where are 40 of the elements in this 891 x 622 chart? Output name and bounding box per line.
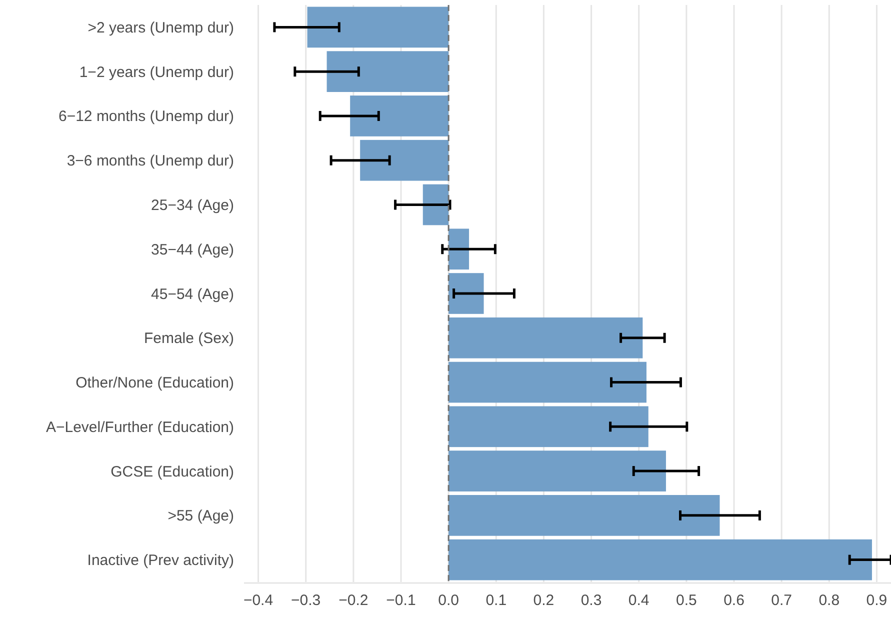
y-tick-label: Female (Sex) — [144, 330, 234, 348]
x-tick-label: 0.8 — [818, 592, 840, 609]
bar — [448, 406, 648, 448]
x-tick-label: 0.9 — [866, 592, 888, 609]
x-tick-label: −0.1 — [386, 592, 416, 609]
y-tick-label: GCSE (Education) — [110, 463, 234, 480]
bar — [448, 317, 643, 358]
bar — [448, 539, 872, 580]
x-tick-label: 0.2 — [533, 592, 554, 609]
bar — [422, 184, 449, 226]
bar — [326, 51, 449, 92]
x-tick-label: 0.6 — [724, 592, 744, 609]
y-tick-label: 6−12 months (Unemp dur) — [58, 108, 234, 126]
bar — [307, 6, 449, 48]
x-tick-label: 0.3 — [580, 592, 602, 609]
y-tick-label: >55 (Age) — [168, 508, 234, 525]
x-tick-label: −0.4 — [243, 592, 274, 609]
y-tick-label: 1−2 years (Unemp dur) — [79, 64, 234, 81]
y-tick-label: 45−54 (Age) — [151, 286, 234, 303]
y-tick-label: 25−34 (Age) — [151, 196, 234, 214]
bar — [448, 273, 484, 314]
x-tick-label: 0.0 — [438, 592, 459, 609]
x-tick-label: 0.7 — [771, 592, 792, 609]
bar — [350, 96, 449, 136]
bar — [448, 495, 720, 536]
y-tick-label: 35−44 (Age) — [151, 241, 234, 258]
y-tick-label: A−Level/Further (Education) — [46, 418, 234, 436]
x-tick-label: 0.5 — [676, 592, 697, 609]
x-tick-label: −0.2 — [338, 592, 368, 609]
x-tick-label: −0.3 — [291, 592, 321, 609]
bar — [448, 228, 470, 270]
y-tick-label: 3−6 months (Unemp dur) — [66, 152, 234, 170]
y-tick-label: Inactive (Prev activity) — [87, 552, 234, 570]
x-tick-label: 0.1 — [486, 592, 507, 609]
bar — [448, 362, 646, 403]
y-tick-label: >2 years (Unemp dur) — [88, 19, 234, 36]
bar — [448, 450, 666, 492]
y-tick-label: Other/None (Education) — [76, 374, 234, 392]
x-tick-label: 0.4 — [628, 592, 650, 609]
bar — [360, 140, 449, 181]
